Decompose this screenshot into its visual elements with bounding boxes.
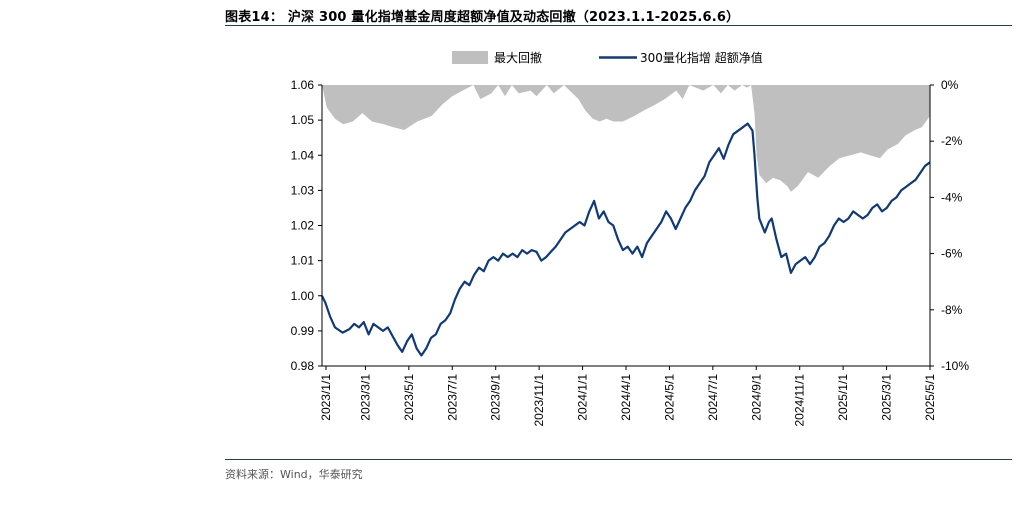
y-left-tick-label: 1.00 bbox=[291, 289, 315, 303]
legend-label-drawdown: 最大回撤 bbox=[494, 50, 542, 65]
x-tick-label: 2024/9/1 bbox=[749, 374, 763, 421]
x-tick-label: 2024/11/1 bbox=[793, 374, 807, 427]
x-tick-label: 2023/9/1 bbox=[489, 374, 503, 421]
y-right-tick-label: -10% bbox=[941, 359, 969, 373]
y-right-tick-label: -2% bbox=[941, 134, 963, 148]
figure-title: 图表14： 沪深 300 量化指增基金周度超额净值及动态回撤（2023.1.1-… bbox=[225, 10, 740, 25]
y-right-tick-label: -6% bbox=[941, 247, 963, 261]
y-left-tick-label: 1.01 bbox=[291, 254, 315, 268]
x-tick-label: 2023/3/1 bbox=[358, 374, 372, 421]
y-left-tick-label: 1.06 bbox=[291, 78, 315, 92]
y-left-tick-label: 1.02 bbox=[291, 219, 315, 233]
nav-line bbox=[321, 122, 931, 357]
x-tick-label: 2025/5/1 bbox=[923, 374, 937, 421]
x-tick-label: 2024/4/1 bbox=[619, 374, 633, 421]
y-right-tick-label: 0% bbox=[941, 78, 959, 92]
y-left-tick-label: 1.03 bbox=[291, 183, 315, 197]
y-right-tick-label: -4% bbox=[941, 190, 963, 204]
x-tick-label: 2025/1/1 bbox=[836, 374, 850, 421]
y-left-tick-label: 1.04 bbox=[291, 148, 315, 162]
y-right-tick-label: -8% bbox=[941, 303, 963, 317]
title-rule bbox=[225, 25, 1012, 26]
chart-legend: 最大回撤 300量化指增 超额净值 bbox=[452, 50, 763, 65]
source-note: 资料来源：Wind，华泰研究 bbox=[225, 468, 363, 481]
axes-layer: 0.98 0.99 1.00 1.01 1.02 1.03 1.04 1.05 1.06 -10%… bbox=[291, 78, 970, 427]
legend-swatch-drawdown bbox=[452, 51, 488, 64]
chart-svg: 最大回撤 300量化指增 超额净值 0.98 0.99 1.00 1.01 1.02 1.0… bbox=[291, 50, 970, 427]
x-tick-label: 2024/7/1 bbox=[706, 374, 720, 421]
drawdown-area-layer bbox=[322, 85, 930, 192]
y-left-tick-label: 0.99 bbox=[291, 324, 315, 338]
x-tick-label: 2023/1/1 bbox=[319, 374, 333, 421]
drawdown-area bbox=[322, 85, 930, 192]
x-tick-label: 2025/3/1 bbox=[880, 374, 894, 421]
x-tick-label: 2024/1/1 bbox=[576, 374, 590, 421]
y-left-tick-label: 1.05 bbox=[291, 113, 315, 127]
x-tick-label: 2023/11/1 bbox=[532, 374, 546, 427]
x-tick-label: 2023/5/1 bbox=[402, 374, 416, 421]
nav-line-layer bbox=[321, 122, 931, 357]
y-left-tick-label: 0.98 bbox=[291, 359, 315, 373]
source-rule bbox=[225, 459, 1012, 460]
legend-label-nav: 300量化指增 超额净值 bbox=[640, 50, 763, 65]
x-tick-label: 2024/5/1 bbox=[662, 374, 676, 421]
x-tick-label: 2023/7/1 bbox=[445, 374, 459, 421]
